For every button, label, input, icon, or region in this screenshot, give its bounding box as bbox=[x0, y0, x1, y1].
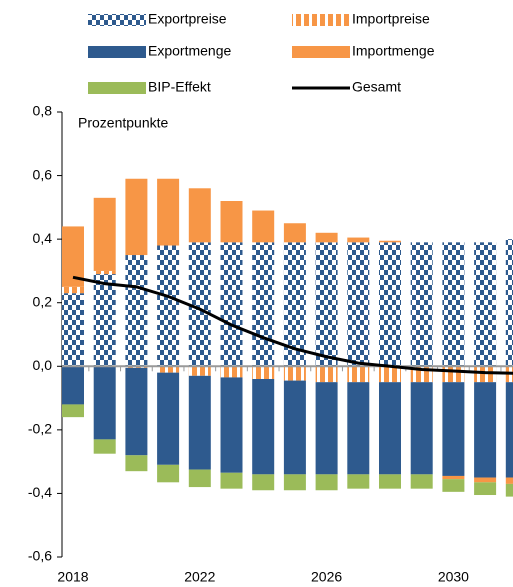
bar bbox=[62, 286, 84, 294]
bar bbox=[315, 382, 338, 475]
bar bbox=[157, 464, 180, 483]
bar bbox=[188, 469, 211, 488]
bar bbox=[379, 366, 401, 383]
bar bbox=[315, 474, 338, 491]
bar bbox=[474, 242, 497, 367]
bar bbox=[252, 242, 275, 367]
bar bbox=[62, 404, 84, 418]
bar bbox=[62, 366, 84, 405]
bar bbox=[315, 232, 338, 243]
legend-label: Importpreise bbox=[352, 11, 430, 27]
bar bbox=[505, 239, 513, 367]
bar bbox=[347, 366, 370, 383]
bar bbox=[505, 483, 513, 497]
bar bbox=[220, 201, 243, 243]
bar bbox=[379, 240, 401, 243]
y-tick-label: 0,2 bbox=[33, 293, 53, 309]
y-tick-label: 0,8 bbox=[33, 103, 53, 119]
bar bbox=[93, 439, 116, 454]
legend-label: BIP-Effekt bbox=[148, 79, 211, 95]
bar bbox=[220, 472, 243, 489]
bar bbox=[220, 366, 243, 378]
bar bbox=[410, 242, 433, 367]
bar bbox=[347, 382, 370, 475]
y-axis-label: Prozentpunkte bbox=[78, 115, 168, 131]
bar bbox=[505, 477, 513, 484]
bar bbox=[442, 382, 465, 476]
bar bbox=[442, 366, 465, 383]
bar bbox=[188, 188, 211, 243]
bar bbox=[125, 255, 148, 367]
bar bbox=[379, 382, 401, 475]
x-tick-label: 2022 bbox=[184, 569, 215, 585]
bar bbox=[410, 474, 433, 489]
bar bbox=[93, 197, 116, 271]
bar bbox=[157, 366, 180, 373]
legend-label: Exportpreise bbox=[148, 11, 227, 27]
y-tick-label: 0,0 bbox=[33, 357, 53, 373]
legend-label: Importmenge bbox=[352, 43, 435, 59]
bar bbox=[315, 366, 338, 383]
bar bbox=[505, 382, 513, 478]
bar bbox=[410, 382, 433, 475]
bar bbox=[283, 366, 306, 381]
y-tick-label: -0,6 bbox=[28, 548, 52, 564]
bar bbox=[62, 226, 84, 287]
bar bbox=[283, 223, 306, 243]
bar bbox=[220, 242, 243, 367]
bar bbox=[188, 242, 211, 367]
bar bbox=[474, 366, 497, 383]
bar bbox=[379, 474, 401, 489]
bar bbox=[252, 474, 275, 491]
bar bbox=[283, 474, 306, 491]
bar bbox=[157, 245, 180, 367]
bar bbox=[252, 379, 275, 475]
bar bbox=[93, 366, 116, 440]
x-tick-label: 2030 bbox=[438, 569, 469, 585]
line bbox=[72, 275, 513, 375]
legend-swatch bbox=[88, 82, 146, 94]
bar bbox=[315, 242, 338, 367]
bar bbox=[157, 178, 180, 246]
legend-label: Exportmenge bbox=[148, 43, 231, 59]
bar bbox=[442, 242, 465, 367]
legend-label: Gesamt bbox=[352, 79, 401, 95]
bar bbox=[188, 375, 211, 470]
bar bbox=[220, 377, 243, 473]
bar bbox=[283, 242, 306, 367]
bar bbox=[379, 242, 401, 367]
bar bbox=[62, 293, 84, 367]
bar bbox=[474, 382, 497, 478]
y-tick-label: -0,4 bbox=[28, 484, 52, 500]
bar bbox=[93, 274, 116, 367]
bar bbox=[442, 475, 465, 480]
bar bbox=[125, 455, 148, 472]
bar bbox=[347, 242, 370, 367]
bar bbox=[93, 270, 116, 275]
bar bbox=[474, 477, 497, 483]
legend-swatch bbox=[88, 46, 146, 58]
legend-swatch bbox=[88, 14, 146, 26]
x-tick-label: 2026 bbox=[311, 569, 342, 585]
y-tick-label: -0,2 bbox=[28, 421, 52, 437]
bar bbox=[157, 372, 180, 465]
x-tick-label: 2018 bbox=[57, 569, 88, 585]
bar bbox=[188, 366, 211, 376]
bar bbox=[252, 366, 275, 379]
legend-swatch bbox=[292, 46, 350, 58]
bar bbox=[125, 178, 148, 256]
bar bbox=[347, 474, 370, 489]
legend-swatch bbox=[292, 14, 350, 26]
y-tick-label: 0,4 bbox=[33, 230, 53, 246]
bar bbox=[474, 482, 497, 496]
bar bbox=[347, 237, 370, 243]
bar bbox=[442, 479, 465, 492]
bar bbox=[283, 380, 306, 475]
bar bbox=[125, 367, 148, 456]
y-tick-label: 0,6 bbox=[33, 166, 53, 182]
bar bbox=[252, 210, 275, 243]
